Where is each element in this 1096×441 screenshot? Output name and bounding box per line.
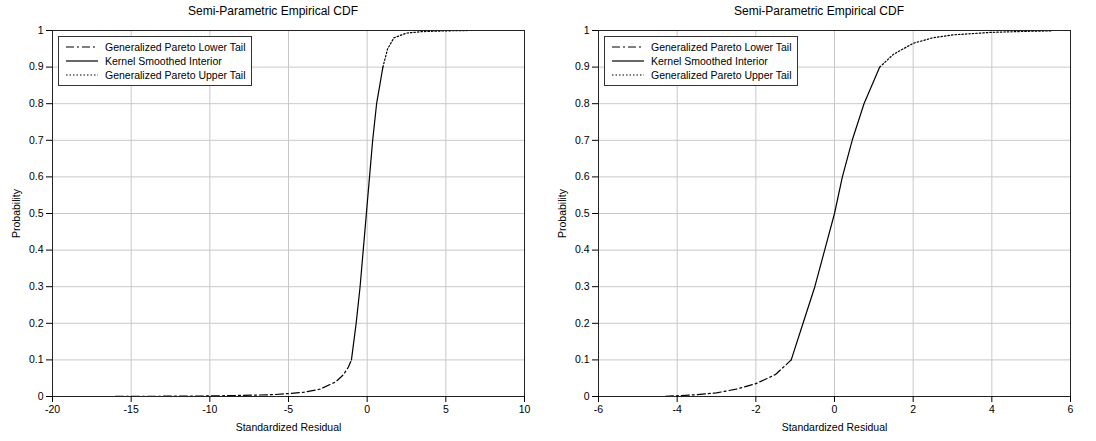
svg-text:2: 2: [910, 403, 916, 415]
svg-text:0.7: 0.7: [575, 134, 590, 146]
html-text:Kernel Smoothed Interior: Kernel Smoothed Interior: [105, 55, 222, 67]
svg-text:0.4: 0.4: [29, 243, 44, 255]
svg-text:0.5: 0.5: [575, 207, 590, 219]
html-text:Generalized Pareto Upper Tail: Generalized Pareto Upper Tail: [651, 69, 792, 81]
svg-text:0: 0: [364, 403, 370, 415]
svg-text:0: 0: [584, 390, 590, 402]
svg-text:0.2: 0.2: [575, 317, 590, 329]
svg-text:0.6: 0.6: [575, 170, 590, 182]
svg-text:0.9: 0.9: [29, 60, 44, 72]
svg-text:0.7: 0.7: [29, 134, 44, 146]
svg-text:Probability: Probability: [556, 188, 568, 238]
svg-text:0.3: 0.3: [575, 280, 590, 292]
svg-text:0.5: 0.5: [29, 207, 44, 219]
svg-text:-10: -10: [202, 403, 217, 415]
svg-text:-6: -6: [594, 403, 603, 415]
svg-text:0: 0: [832, 403, 838, 415]
svg-text:0.8: 0.8: [29, 97, 44, 109]
svg-text:10: 10: [519, 403, 531, 415]
svg-text:4: 4: [989, 403, 995, 415]
svg-text:6: 6: [1068, 403, 1074, 415]
svg-text:Standardized Residual: Standardized Residual: [782, 421, 888, 433]
svg-text:1: 1: [584, 24, 590, 36]
svg-text:Standardized Residual: Standardized Residual: [236, 421, 342, 433]
svg-text:-2: -2: [751, 403, 760, 415]
svg-text:0.3: 0.3: [29, 280, 44, 292]
svg-text:0.1: 0.1: [29, 353, 44, 365]
svg-text:-4: -4: [672, 403, 681, 415]
svg-text:0.1: 0.1: [575, 353, 590, 365]
svg-text:0.2: 0.2: [29, 317, 44, 329]
html-text:Generalized Pareto Upper Tail: Generalized Pareto Upper Tail: [105, 69, 246, 81]
html-text:Generalized Pareto Lower Tail: Generalized Pareto Lower Tail: [651, 41, 792, 53]
svg-text:-5: -5: [284, 403, 293, 415]
html-text:Semi-Parametric Empirical CDF: Semi-Parametric Empirical CDF: [188, 4, 358, 18]
svg-text:-20: -20: [45, 403, 60, 415]
svg-text:Probability: Probability: [10, 188, 22, 238]
html-text:Kernel Smoothed Interior: Kernel Smoothed Interior: [651, 55, 768, 67]
svg-text:-15: -15: [124, 403, 139, 415]
svg-text:5: 5: [443, 403, 449, 415]
svg-text:0: 0: [38, 390, 44, 402]
svg-text:1: 1: [38, 24, 44, 36]
html-text:Generalized Pareto Lower Tail: Generalized Pareto Lower Tail: [105, 41, 246, 53]
svg-text:0.6: 0.6: [29, 170, 44, 182]
html-text:Semi-Parametric Empirical CDF: Semi-Parametric Empirical CDF: [734, 4, 904, 18]
svg-text:0.9: 0.9: [575, 60, 590, 72]
svg-text:0.4: 0.4: [575, 243, 590, 255]
svg-text:0.8: 0.8: [575, 97, 590, 109]
